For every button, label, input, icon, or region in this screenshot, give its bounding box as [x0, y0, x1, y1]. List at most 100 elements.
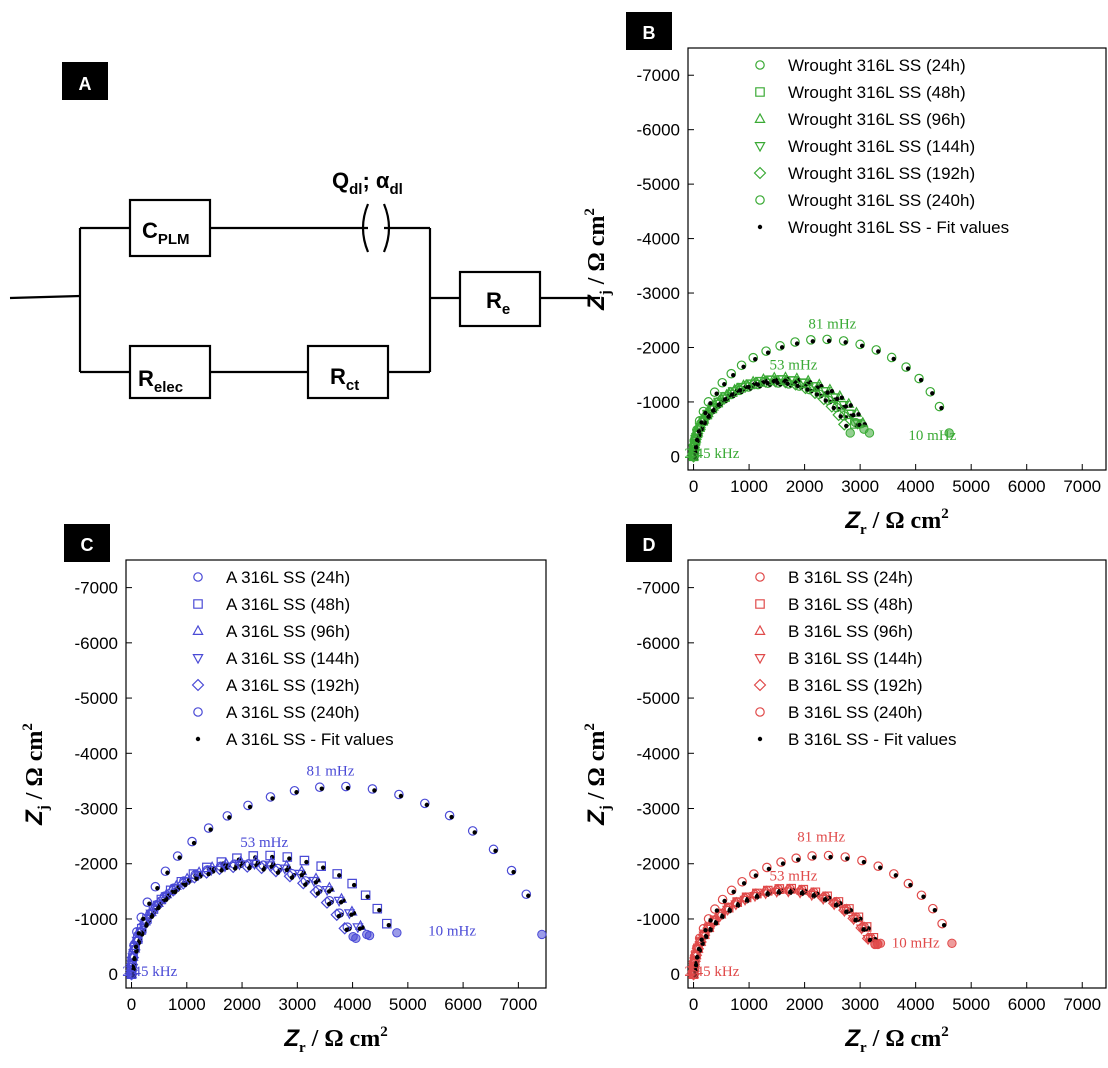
panel-b-fit-point [839, 395, 845, 400]
panel-c-legend-label: A 316L SS (144h) [226, 649, 360, 668]
panel-b-legend-item: Wrought 316L SS (240h) [755, 191, 975, 210]
panel-b-data-point [837, 418, 851, 431]
panel-b-data-point [799, 381, 812, 395]
panel-d-data-point [726, 885, 737, 896]
panel-d-fit-point [833, 902, 839, 907]
panel-c-annotation: 2.45 kHz [122, 964, 177, 980]
panel-b-fit-point [838, 414, 843, 419]
panel-b-legend-label: Wrought 316L SS - Fit values [788, 218, 1009, 237]
panel-d-fit-point [731, 889, 736, 895]
panel-b-fit-point [731, 373, 736, 378]
panel-c-fit-point [219, 868, 224, 873]
panel-b-fit-point [694, 437, 700, 443]
panel-d-data-point [717, 894, 728, 905]
panel-d-data-point [823, 850, 834, 861]
panel-b-data-point [769, 374, 782, 388]
panel-c-fit-point [165, 870, 170, 875]
panel-d-x-axis-label: Zr / Ω cm2 [844, 1024, 948, 1056]
panel-c-data-point [200, 866, 213, 879]
panel-c-data-point [240, 860, 254, 873]
panel-c-fit-point [270, 796, 275, 801]
panel-d-data-point [861, 932, 875, 945]
panel-d-fit-point [693, 962, 699, 968]
panel-d-data-point [702, 921, 715, 935]
panel-c-fit-point [141, 916, 146, 922]
panel-c-y-tick-label: -4000 [75, 744, 118, 763]
panel-b-x-tick-label: 6000 [1008, 477, 1046, 496]
panel-a-label: A [79, 74, 92, 94]
panel-d-x-tick-label: 7000 [1063, 995, 1101, 1014]
panel-c-data-point [213, 862, 226, 876]
panel-c-fit-point [232, 866, 238, 871]
panel-d-data-point [855, 921, 868, 935]
c-plm-label: CPLM [142, 218, 190, 248]
panel-c-data-point [341, 781, 351, 792]
panel-d-fit-point [753, 873, 759, 878]
panel-d-fit-point [853, 917, 858, 923]
panel-c-fit-point [147, 901, 152, 906]
panel-b-y-tick-label: -1000 [637, 393, 680, 412]
panel-d-legend-marker [755, 599, 765, 609]
panel-d-origin-point [689, 969, 699, 979]
panel-b-data-point [838, 336, 849, 346]
panel-c-legend-label: A 316L SS (96h) [226, 622, 350, 641]
panel-d-fit-point [908, 882, 913, 888]
panel-b-data-point [761, 346, 771, 356]
panel-c-data-point [347, 878, 357, 889]
panel-b-legend-item: Wrought 316L SS (144h) [754, 137, 975, 156]
panel-b-fit-point [753, 356, 758, 362]
panel-b-legend-item: Wrought 316L SS (24h) [755, 56, 966, 75]
panel-d-chart: D 0 1000 2000 3000 4000 5000 6000 7000 0 -1000 -200… [582, 524, 1107, 1056]
panel-d-fit-point [713, 920, 719, 926]
panel-d-x-tick-label: 5000 [952, 995, 990, 1014]
panel-c-fit-point [164, 897, 169, 902]
panel-c-fit-point [449, 814, 454, 820]
panel-d-fit-point [932, 907, 938, 913]
panel-b-data-point [696, 415, 709, 428]
panel-c-data-point [166, 884, 180, 897]
panel-d-data-point [776, 857, 786, 867]
panel-d-y-tick-label: -5000 [637, 689, 680, 708]
panel-b-x-tick-label: 7000 [1063, 477, 1101, 496]
panel-b-fit-point [737, 388, 743, 393]
panel-c-fit-point [247, 865, 252, 871]
panel-b-data-point [736, 360, 747, 371]
panel-b-y-tick-label: 0 [671, 447, 680, 466]
panel-d-data-point [847, 912, 860, 925]
panel-b-fit-point [722, 397, 728, 402]
panel-d-fit-point [845, 856, 850, 861]
panel-c-fit-point [424, 802, 430, 808]
panel-d-legend-item: B 316L SS (240h) [755, 703, 923, 722]
panel-c-x-tick-label: 5000 [389, 995, 427, 1014]
panel-c-data-point [283, 869, 297, 883]
panel-d-fit-point [893, 873, 899, 878]
panel-b-y-tick-label: -5000 [637, 175, 680, 194]
panel-d-fit-point [867, 937, 873, 943]
panel-d-legend-label: B 316L SS (144h) [788, 649, 923, 668]
panel-d-legend-item: B 316L SS - Fit values [757, 730, 957, 749]
panel-b-fit-point [722, 382, 727, 387]
panel-d-data-point [937, 918, 947, 929]
panel-c-end-point [392, 928, 402, 938]
panel-b-legend-item: Wrought 316L SS (192h) [753, 164, 975, 183]
panel-c-data-point [444, 810, 455, 821]
panel-c-plot-frame [125, 559, 547, 989]
panel-b-fit-point [826, 338, 832, 344]
panel-b-data-point [779, 375, 792, 389]
panel-c-legend-marker [192, 654, 204, 665]
panel-c-x-tick-label: 4000 [334, 995, 372, 1014]
panel-c-data-point [320, 896, 334, 909]
panel-d-fit-point [703, 927, 708, 933]
panel-b-y-axis-label: Zj / Ω cm2 [582, 208, 614, 311]
panel-b-x-tick-label: 4000 [897, 477, 935, 496]
panel-c-legend-marker [195, 736, 201, 742]
panel-c-data-point [150, 900, 163, 913]
panel-d-legend-item: B 316L SS (144h) [754, 649, 923, 668]
panel-c-fit-point [326, 889, 332, 894]
panel-b-data-point [850, 406, 863, 417]
panel-c-fit-point [132, 956, 137, 962]
panel-c-data-point [289, 785, 300, 796]
panel-b-data-point [925, 386, 936, 397]
panel-d-data-point [857, 855, 867, 866]
panel-b-fit-point [829, 388, 835, 394]
